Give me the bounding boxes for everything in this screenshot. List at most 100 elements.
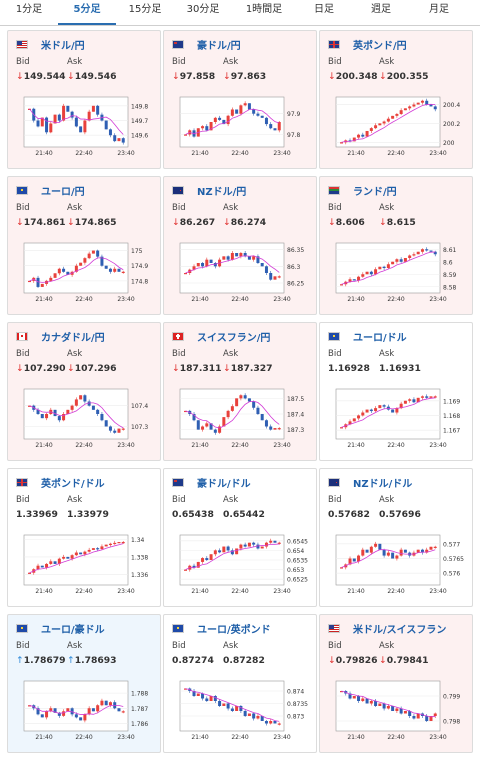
currency-pair-link[interactable]: 豪ドル/ドル	[197, 478, 251, 490]
rate-card[interactable]: ユーロ/円 Bid Ask ↓174.861 ↓174.865 175 174.9 174.8…	[7, 176, 161, 315]
ask-price: 1.33979	[67, 509, 109, 520]
rate-card[interactable]: 米ドル/円 Bid Ask ↓149.544 ↓149.546 149.8 149.7 149…	[7, 30, 161, 169]
x-tick-label: 23:40	[429, 442, 446, 449]
candle	[277, 276, 281, 278]
mini-chart[interactable]: 97.9 97.8 21:40 22:40 23:40	[172, 91, 312, 164]
bid-value: 97.858	[179, 71, 216, 82]
currency-pair-link[interactable]: スイスフラン/円	[197, 332, 271, 344]
currency-pair-link[interactable]: 英ポンド/円	[353, 40, 407, 52]
x-tick-label: 23:40	[117, 296, 134, 303]
candle	[104, 700, 108, 706]
candle	[277, 428, 281, 430]
rate-card[interactable]: カナダドル/円 Bid Ask ↓107.290 ↓107.296 107.4 107.3 2…	[7, 322, 161, 461]
candle	[425, 249, 429, 251]
rate-card[interactable]: ランド/円 Bid Ask ↓8.606 ↓8.615 8.61 8.6 8.59 8.58 21…	[319, 176, 473, 315]
candle	[230, 253, 234, 260]
mini-chart[interactable]: 0.874 0.8735 0.873 21:40 22:40 23:40	[172, 675, 312, 748]
mini-chart[interactable]: 8.61 8.6 8.59 8.58 21:40 22:40 23:40	[328, 237, 468, 310]
currency-pair-link[interactable]: ユーロ/ドル	[353, 332, 407, 344]
candlestick-chart: 0.799 0.798 21:40 22:40 23:40	[335, 680, 460, 741]
rate-card[interactable]: スイスフラン/円 Bid Ask ↓187.311 ↓187.327 187.5 187.4…	[163, 322, 317, 461]
candle	[62, 268, 66, 272]
candle	[108, 543, 112, 545]
currency-pair-link[interactable]: NZドル/ドル	[353, 478, 413, 490]
candle	[218, 550, 222, 553]
currency-pair-link[interactable]: 豪ドル/円	[197, 40, 241, 52]
mini-chart[interactable]: 0.799 0.798 21:40 22:40 23:40	[328, 675, 468, 748]
candle	[53, 114, 57, 124]
tab-daily[interactable]: 日足	[314, 4, 334, 15]
tab-monthly[interactable]: 月足	[429, 4, 449, 15]
currency-pair-link[interactable]: 米ドル/スイスフラン	[353, 624, 447, 636]
mini-chart[interactable]: 107.4 107.3 21:40 22:40 23:40	[16, 383, 156, 456]
y-tick-label: 1.167	[443, 428, 460, 435]
candle	[369, 409, 373, 412]
mini-chart[interactable]: 86.35 86.3 86.25 21:40 22:40 23:40	[172, 237, 312, 310]
bid-label: Bid	[16, 349, 30, 359]
tab-weekly[interactable]: 週足	[371, 4, 391, 15]
mini-chart[interactable]: 1.34 1.338 1.336 21:40 22:40 23:40	[16, 529, 156, 602]
candle	[218, 426, 222, 433]
candle	[184, 410, 187, 413]
currency-pair-link[interactable]: ユーロ/英ポンド	[197, 624, 271, 636]
tab-30min[interactable]: 30分足	[186, 4, 220, 15]
rate-card[interactable]: NZドル/円 Bid Ask ↓86.267 ↓86.274 86.35 86.3 86.25…	[163, 176, 317, 315]
bid-price: ↓97.858	[172, 71, 215, 82]
candle	[378, 703, 382, 706]
tab-5min[interactable]: 5分足	[58, 0, 116, 25]
mini-chart[interactable]: 0.6545 0.654 0.6535 0.653 0.6525 21:40 22:40 23…	[172, 529, 312, 602]
bid-value: 1.78679	[23, 655, 66, 666]
rate-card[interactable]: 英ポンド/円 Bid Ask ↓200.348 ↓200.355 200.4 200.2 20…	[319, 30, 473, 169]
rate-card[interactable]: ユーロ/豪ドル Bid Ask ↑1.78679 ↑1.78693 1.788 1.787 1…	[7, 614, 161, 753]
y-tick-label: 200.2	[443, 121, 460, 128]
candle	[256, 407, 260, 414]
candle	[222, 119, 226, 125]
currency-pair-link[interactable]: ユーロ/豪ドル	[41, 624, 105, 636]
candle	[416, 713, 420, 719]
y-tick-label: 0.653	[287, 567, 304, 574]
currency-pair-link[interactable]: NZドル/円	[197, 186, 247, 198]
tab-1hour[interactable]: 1時間足	[245, 4, 283, 15]
candle	[357, 276, 361, 281]
rate-card[interactable]: 米ドル/スイスフラン Bid Ask ↓0.79826 ↓0.79841 0.799 0.7…	[319, 614, 473, 753]
currency-pair-link[interactable]: ランド/円	[353, 186, 397, 198]
tab-1min[interactable]: 1分足	[15, 4, 43, 15]
moving-average-line	[29, 108, 124, 135]
rate-card[interactable]: ユーロ/英ポンド Bid Ask 0.87274 0.87282 0.874 0.8735 0…	[163, 614, 317, 753]
candle	[247, 256, 251, 260]
mini-chart[interactable]: 1.169 1.168 1.167 21:40 22:40 23:40	[328, 383, 468, 456]
candle	[412, 104, 416, 107]
rate-card[interactable]: NZドル/ドル Bid Ask 0.57682 0.57696 0.577 0.5765 0.…	[319, 468, 473, 607]
currency-pair-link[interactable]: 米ドル/円	[41, 40, 85, 52]
mini-chart[interactable]: 200.4 200.2 200 21:40 22:40 23:40	[328, 91, 468, 164]
candle	[74, 714, 78, 718]
currency-pair-link[interactable]: 英ポンド/ドル	[41, 478, 105, 490]
card-title: ユーロ/円	[16, 183, 85, 198]
rate-card[interactable]: 豪ドル/円 Bid Ask ↓97.858 ↓97.863 97.9 97.8 21:40 22…	[163, 30, 317, 169]
y-tick-label: 1.338	[131, 554, 148, 561]
rate-card[interactable]: 豪ドル/ドル Bid Ask 0.65438 0.65442 0.6545 0.654 0.6…	[163, 468, 317, 607]
mini-chart[interactable]: 187.5 187.4 187.3 21:40 22:40 23:40	[172, 383, 312, 456]
x-tick-label: 21:40	[347, 442, 364, 449]
mini-chart[interactable]: 0.577 0.5765 0.576 21:40 22:40 23:40	[328, 529, 468, 602]
mini-chart[interactable]: 149.8 149.7 149.6 21:40 22:40 23:40	[16, 91, 156, 164]
rate-card[interactable]: 英ポンド/ドル Bid Ask 1.33969 1.33979 1.34 1.338 1.33…	[7, 468, 161, 607]
mini-chart[interactable]: 1.788 1.787 1.786 21:40 22:40 23:40	[16, 675, 156, 748]
rate-card[interactable]: ユーロ/ドル Bid Ask 1.16928 1.16931 1.169 1.168 1.16…	[319, 322, 473, 461]
candle	[403, 258, 407, 262]
currency-pair-link[interactable]: ユーロ/円	[41, 186, 85, 198]
ask-value: 1.33979	[67, 509, 109, 520]
mini-chart[interactable]: 175 174.9 174.8 21:40 22:40 23:40	[16, 237, 156, 310]
ask-price: ↓107.296	[67, 363, 117, 374]
candle	[416, 549, 420, 553]
candle	[239, 706, 243, 711]
tab-15min[interactable]: 15分足	[128, 4, 162, 15]
candle	[382, 703, 386, 709]
candle	[230, 109, 234, 116]
currency-pair-link[interactable]: カナダドル/円	[41, 332, 105, 344]
candle	[260, 546, 264, 549]
bid-value: 149.544	[23, 71, 66, 82]
candle	[399, 259, 403, 262]
y-tick-label: 86.3	[287, 264, 301, 271]
candle	[425, 396, 429, 398]
